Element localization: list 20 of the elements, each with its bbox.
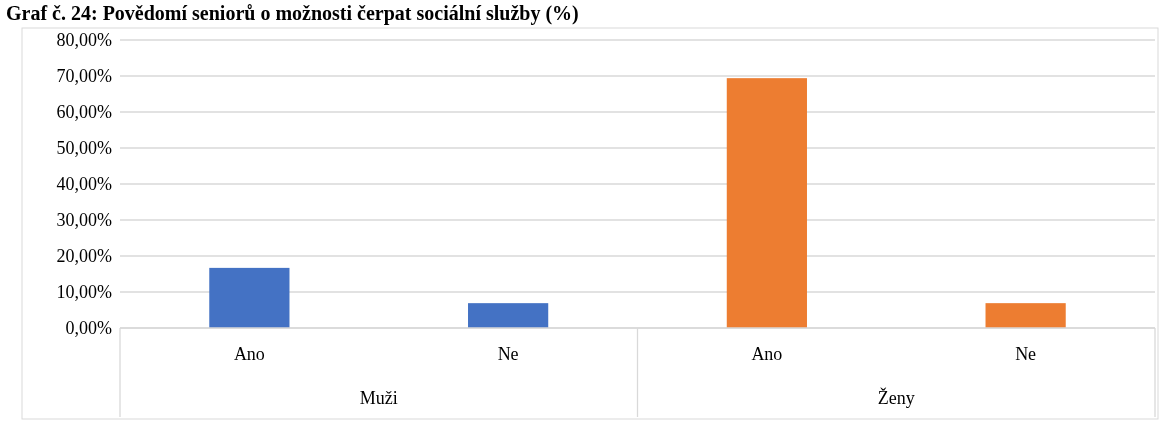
bar xyxy=(985,303,1066,328)
y-tick-label: 30,00% xyxy=(56,210,112,231)
x-tick-label: Ano xyxy=(751,344,783,364)
x-tick-label: Ne xyxy=(1015,344,1037,364)
y-tick-label: 0,00% xyxy=(65,318,112,339)
text: Ženy xyxy=(877,387,915,408)
y-tick-label: 80,00% xyxy=(56,30,112,51)
y-tick-label: 60,00% xyxy=(56,102,112,123)
bar xyxy=(726,78,807,328)
y-tick-label: 70,00% xyxy=(56,66,112,87)
text: Muži xyxy=(359,388,398,408)
y-tick-label: 50,00% xyxy=(56,138,112,159)
x-tick-label: Ne xyxy=(497,344,519,364)
chart-title: Graf č. 24: Povědomí seniorů o možnosti čerpat sociální služby (%) xyxy=(6,2,579,25)
y-tick-label: 40,00% xyxy=(56,174,112,195)
bar xyxy=(468,303,549,328)
bar xyxy=(209,267,290,328)
y-tick-label: 20,00% xyxy=(56,246,112,267)
y-tick-label: 10,00% xyxy=(56,282,112,303)
x-tick-label: Ano xyxy=(233,344,265,364)
